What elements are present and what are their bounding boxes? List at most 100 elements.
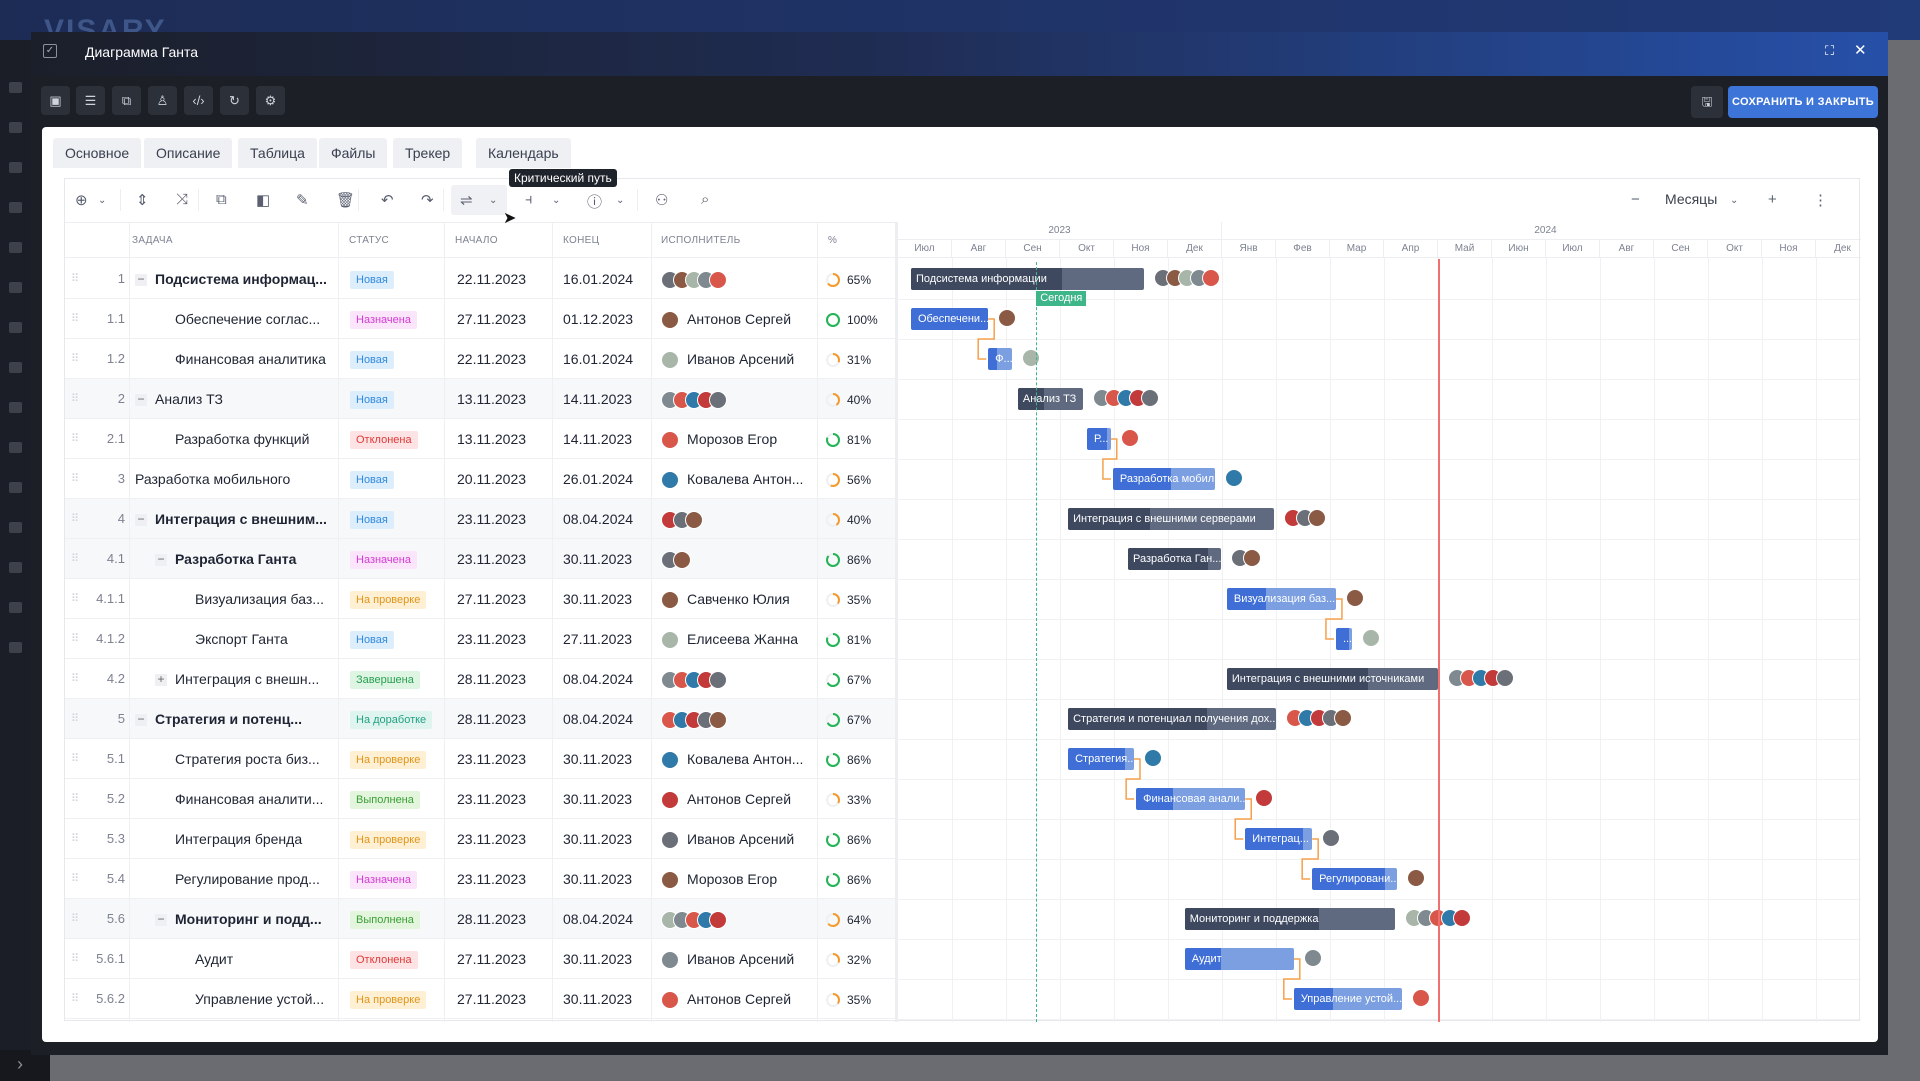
tab-5[interactable]: Календарь — [476, 138, 571, 168]
task-name-text[interactable]: Подсистема информац... — [155, 271, 327, 287]
summary-bar[interactable]: Разработка Ган... — [1128, 548, 1221, 570]
drag-handle-icon[interactable]: ⠿ — [71, 353, 80, 365]
save-and-close-button[interactable]: СОХРАНИТЬ И ЗАКРЫТЬ — [1728, 86, 1878, 118]
avatar[interactable] — [1362, 629, 1381, 647]
sidebar-nav-icon[interactable] — [9, 642, 22, 653]
sidebar-nav-icon[interactable] — [9, 82, 22, 93]
table-row[interactable]: ⠿ 4.2 + Интеграция с внешн... Завершена 28.11… — [65, 659, 895, 699]
avatar[interactable] — [998, 309, 1017, 327]
search-icon[interactable]: ⌕ — [701, 191, 710, 208]
drag-handle-icon[interactable]: ⠿ — [71, 713, 80, 725]
assignee-name[interactable]: Морозов Егор — [687, 431, 778, 447]
toolbar-settings-button[interactable]: ⚙ — [256, 86, 285, 115]
avatar[interactable] — [709, 671, 727, 690]
avatar[interactable] — [1255, 789, 1274, 807]
table-row[interactable]: ⠿ 4.1.1 Визуализация баз... На проверке 27.1… — [65, 579, 895, 619]
col-status[interactable]: СТАТУС — [349, 235, 390, 246]
avatar[interactable] — [1496, 669, 1514, 687]
avatar[interactable] — [1452, 909, 1471, 927]
assignee-name[interactable]: Антонов Сергей — [687, 991, 792, 1007]
avatar[interactable] — [1242, 549, 1261, 567]
avatar[interactable] — [1345, 589, 1364, 607]
table-row[interactable]: ⠿ 1.1 Обеспечение соглас... Назначена 27.11.… — [65, 299, 895, 339]
toolbar-form-button[interactable]: ▣ — [41, 86, 70, 115]
chevron-down-icon[interactable]: ⌄ — [1730, 195, 1739, 206]
sidebar-nav-icon[interactable] — [9, 362, 22, 373]
task-name-text[interactable]: Финансовая аналитика — [175, 351, 326, 367]
expand-toggle[interactable]: − — [135, 513, 147, 527]
critical-path-button[interactable] — [451, 185, 507, 215]
sidebar-nav-icon[interactable] — [9, 482, 22, 493]
redo-icon[interactable]: ↷ — [421, 192, 434, 209]
scale-select[interactable]: Месяцы — [1665, 191, 1718, 207]
expand-toggle[interactable]: + — [155, 673, 167, 687]
task-bar[interactable]: Стратегия... — [1068, 748, 1134, 770]
expand-toggle[interactable]: − — [135, 713, 147, 727]
col-task[interactable]: ЗАДАЧА — [132, 235, 173, 246]
task-bar[interactable]: Визуализация баз... — [1226, 588, 1336, 610]
avatar[interactable] — [1307, 509, 1326, 527]
expand-all-icon[interactable]: ⇕ — [136, 192, 149, 209]
sidebar-nav-icon[interactable] — [9, 322, 22, 333]
task-name-text[interactable]: Регулирование прод... — [175, 871, 320, 887]
avatar[interactable] — [1303, 949, 1322, 967]
maximize-icon[interactable]: ⛶ — [1825, 43, 1835, 58]
table-row[interactable]: ⠿ 5− Стратегия и потенц... На доработке 28.1… — [65, 699, 895, 739]
avatar[interactable] — [709, 271, 727, 290]
drag-handle-icon[interactable]: ⠿ — [71, 913, 80, 925]
toolbar-user-button[interactable]: ♙ — [148, 86, 177, 115]
drag-handle-icon[interactable]: ⠿ — [71, 473, 80, 485]
table-row[interactable]: ⠿ 2.1 Разработка функций Отклонена 13.11.202… — [65, 419, 895, 459]
table-row[interactable]: ⠿ 5.3 Интеграция бренда На проверке 23.11.20… — [65, 819, 895, 859]
critical-path-icon[interactable]: ⇌ — [460, 192, 473, 209]
assignee-name[interactable]: Антонов Сергей — [687, 311, 792, 327]
table-row[interactable]: ⠿ 4.1.2 Экспорт Ганта Новая 23.11.2023 27.11.… — [65, 619, 895, 659]
avatar[interactable] — [661, 431, 679, 450]
task-name-text[interactable]: Обеспечение соглас... — [175, 311, 321, 327]
sidebar-nav-icon[interactable] — [9, 202, 22, 213]
table-row[interactable]: ⠿ 5.4 Регулирование прод... Назначена 23.11.… — [65, 859, 895, 899]
avatar[interactable] — [1120, 429, 1139, 447]
sidebar-nav-icon[interactable] — [9, 282, 22, 293]
sidebar-expand-button[interactable]: › — [0, 1050, 50, 1081]
drag-handle-icon[interactable]: ⠿ — [71, 953, 80, 965]
assignee-name[interactable]: Савченко Юлия — [687, 591, 790, 607]
table-row[interactable]: ⠿ 5.1 Стратегия роста биз... На проверке 23.… — [65, 739, 895, 779]
sidebar-nav-icon[interactable] — [9, 522, 22, 533]
drag-handle-icon[interactable]: ⠿ — [71, 513, 80, 525]
avatar[interactable] — [1140, 389, 1159, 407]
pencil-icon[interactable]: ✎ — [296, 192, 309, 209]
task-name-text[interactable]: Экспорт Ганта — [195, 631, 288, 647]
task-name-text[interactable]: Финансовая аналити... — [175, 791, 324, 807]
info-icon[interactable]: ⓘ — [587, 194, 603, 211]
drag-handle-icon[interactable]: ⠿ — [71, 993, 80, 1005]
toolbar-code-button[interactable]: ‹/› — [184, 86, 213, 115]
task-bar[interactable]: Управление устой... — [1293, 988, 1402, 1010]
summary-bar[interactable]: Интеграция с внешними источниками — [1226, 668, 1438, 690]
avatar[interactable] — [709, 911, 727, 930]
table-row[interactable]: ⠿ 4− Интеграция с внешним... Новая 23.11.202… — [65, 499, 895, 539]
avatar[interactable] — [685, 511, 703, 530]
drag-handle-icon[interactable]: ⠿ — [71, 273, 80, 285]
avatar[interactable] — [1334, 709, 1352, 727]
drag-handle-icon[interactable]: ⠿ — [71, 633, 80, 645]
task-name-text[interactable]: Разработка функций — [175, 431, 310, 447]
task-name-text[interactable]: Интеграция бренда — [175, 831, 303, 847]
toolbar-refresh-button[interactable]: ↻ — [220, 86, 249, 115]
close-icon[interactable]: ✕ — [1854, 42, 1867, 59]
avatar[interactable] — [661, 311, 679, 330]
assignee-name[interactable]: Елисеева Жанна — [687, 631, 798, 647]
table-row[interactable]: ⠿ 4.1 − Разработка Ганта Назначена 23.11.2023… — [65, 539, 895, 579]
avatar[interactable] — [709, 711, 727, 730]
sidebar-nav-icon[interactable] — [9, 402, 22, 413]
avatar[interactable] — [661, 351, 679, 370]
trash-icon[interactable]: 🗑 — [336, 192, 356, 209]
table-row[interactable]: ⠿ 5.6.2 Управление устой... На проверке 27.1… — [65, 979, 895, 1019]
task-bar[interactable]: Ф... — [988, 348, 1012, 370]
drag-handle-icon[interactable]: ⠿ — [71, 393, 80, 405]
toolbar-copy-button[interactable]: ⧉ — [112, 86, 141, 115]
sidebar-nav-icon[interactable] — [9, 242, 22, 253]
more-icon[interactable]: ⋮ — [1813, 192, 1828, 209]
avatar[interactable] — [661, 791, 679, 810]
zoom-out-icon[interactable]: − — [1631, 191, 1640, 208]
